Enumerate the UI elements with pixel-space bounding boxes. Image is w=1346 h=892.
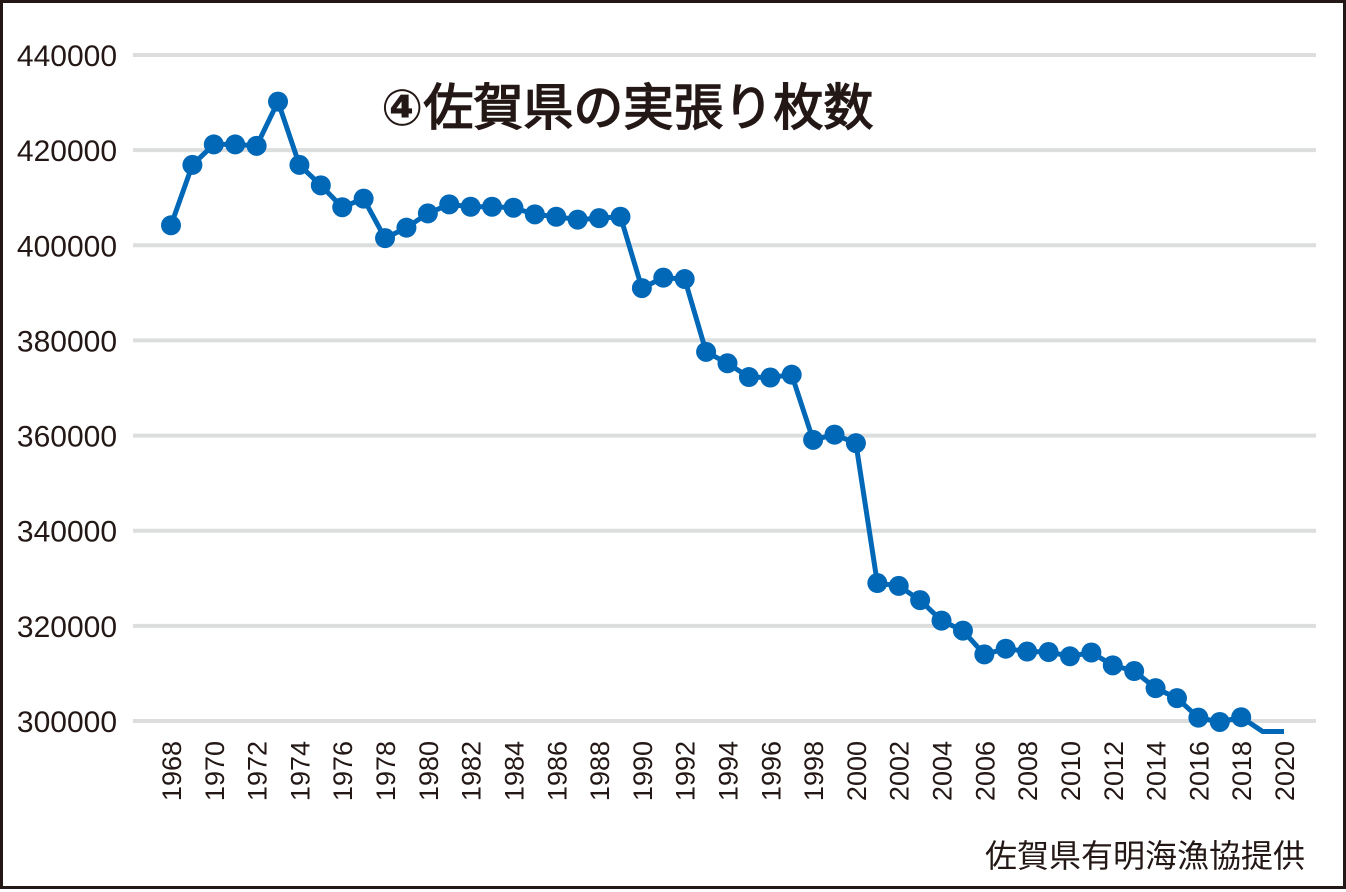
- data-point: [910, 590, 931, 611]
- data-point: [289, 154, 310, 175]
- x-tick-label: 1972: [243, 741, 273, 801]
- data-point: [1188, 707, 1209, 728]
- data-point: [760, 367, 781, 388]
- data-point: [246, 135, 267, 156]
- data-point: [353, 188, 374, 209]
- data-point: [845, 433, 866, 454]
- data-point: [931, 610, 952, 631]
- data-point: [567, 209, 588, 230]
- data-point: [824, 424, 845, 445]
- x-tick-label: 2000: [842, 741, 872, 801]
- data-point: [546, 206, 567, 227]
- x-tick-label: 1978: [371, 741, 401, 801]
- data-point: [161, 215, 181, 236]
- y-tick-label: 400000: [17, 230, 117, 263]
- data-point: [1145, 678, 1166, 699]
- data-point: [696, 341, 717, 362]
- x-tick-label: 1992: [671, 741, 701, 801]
- x-axis: 1968 1970 1972 1974 1976 1978 1980 1982 1984 1986…: [157, 741, 1300, 801]
- x-tick-label: 2018: [1227, 741, 1257, 801]
- line-chart: 300000 320000 340000 360000 380000 400000 4200…: [17, 40, 1316, 875]
- data-point: [375, 228, 396, 249]
- x-tick-label: 2014: [1142, 741, 1172, 801]
- data-point: [653, 267, 674, 288]
- x-tick-label: 2016: [1184, 741, 1214, 801]
- data-point: [1059, 646, 1080, 667]
- data-point: [182, 154, 203, 175]
- data-point: [482, 196, 503, 217]
- data-point: [1124, 661, 1145, 682]
- data-point: [310, 175, 331, 196]
- data-point: [1017, 641, 1038, 662]
- data-point: [524, 204, 545, 225]
- x-tick-label: 1968: [157, 741, 187, 801]
- data-point: [803, 429, 824, 450]
- data-point: [952, 620, 973, 641]
- x-tick-label: 2012: [1099, 741, 1129, 801]
- x-tick-label: 1980: [414, 741, 444, 801]
- y-axis: 300000 320000 340000 360000 380000 400000 4200…: [17, 40, 117, 739]
- data-point: [503, 197, 524, 218]
- x-tick-label: 1994: [714, 741, 744, 801]
- x-tick-label: 1970: [200, 741, 230, 801]
- y-tick-label: 320000: [17, 611, 117, 644]
- data-point: [1038, 642, 1059, 663]
- x-tick-label: 2010: [1056, 741, 1086, 801]
- data-point: [1166, 688, 1187, 709]
- y-tick-label: 300000: [17, 706, 117, 739]
- x-tick-label: 2002: [885, 741, 915, 801]
- data-point: [738, 367, 759, 388]
- y-tick-label: 420000: [17, 135, 117, 168]
- data-point: [631, 278, 652, 299]
- chart-title: ④佐賀県の実張り枚数: [381, 79, 873, 137]
- y-tick-label: 380000: [17, 325, 117, 358]
- data-point: [717, 353, 738, 374]
- data-point: [1231, 707, 1252, 728]
- x-tick-label: 2020: [1270, 741, 1300, 801]
- series-line: [168, 99, 1284, 734]
- data-point: [1102, 655, 1123, 676]
- x-tick-label: 1986: [542, 741, 572, 801]
- x-tick-label: 1996: [756, 741, 786, 801]
- y-tick-label: 360000: [17, 421, 117, 454]
- data-point: [1081, 642, 1102, 663]
- data-point: [332, 197, 353, 218]
- x-tick-label: 2008: [1013, 741, 1043, 801]
- data-point: [268, 91, 289, 112]
- data-point: [439, 194, 460, 215]
- gridlines: [133, 53, 1316, 723]
- data-point: [417, 203, 438, 224]
- x-tick-label: 1998: [799, 741, 829, 801]
- data-point: [995, 638, 1016, 659]
- x-tick-label: 2006: [970, 741, 1000, 801]
- data-point: [888, 575, 909, 596]
- x-tick-label: 1982: [457, 741, 487, 801]
- data-point: [225, 134, 246, 155]
- data-point: [610, 206, 631, 227]
- series-points: [161, 91, 1252, 732]
- data-point: [674, 269, 695, 290]
- source-credit: 佐賀県有明海漁協提供: [985, 837, 1305, 875]
- data-point: [974, 644, 995, 665]
- data-point: [396, 217, 417, 238]
- data-point: [867, 573, 888, 594]
- x-tick-label: 1984: [499, 741, 529, 801]
- y-tick-label: 440000: [17, 40, 117, 73]
- data-point: [1209, 711, 1230, 732]
- data-point: [460, 196, 481, 217]
- x-tick-label: 1974: [285, 741, 315, 801]
- x-tick-label: 1988: [585, 741, 615, 801]
- x-tick-label: 1990: [628, 741, 658, 801]
- data-point: [203, 134, 224, 155]
- x-tick-label: 2004: [928, 741, 958, 801]
- x-tick-label: 1976: [328, 741, 358, 801]
- data-point: [589, 208, 610, 229]
- data-point: [781, 364, 802, 385]
- y-tick-label: 340000: [17, 516, 117, 549]
